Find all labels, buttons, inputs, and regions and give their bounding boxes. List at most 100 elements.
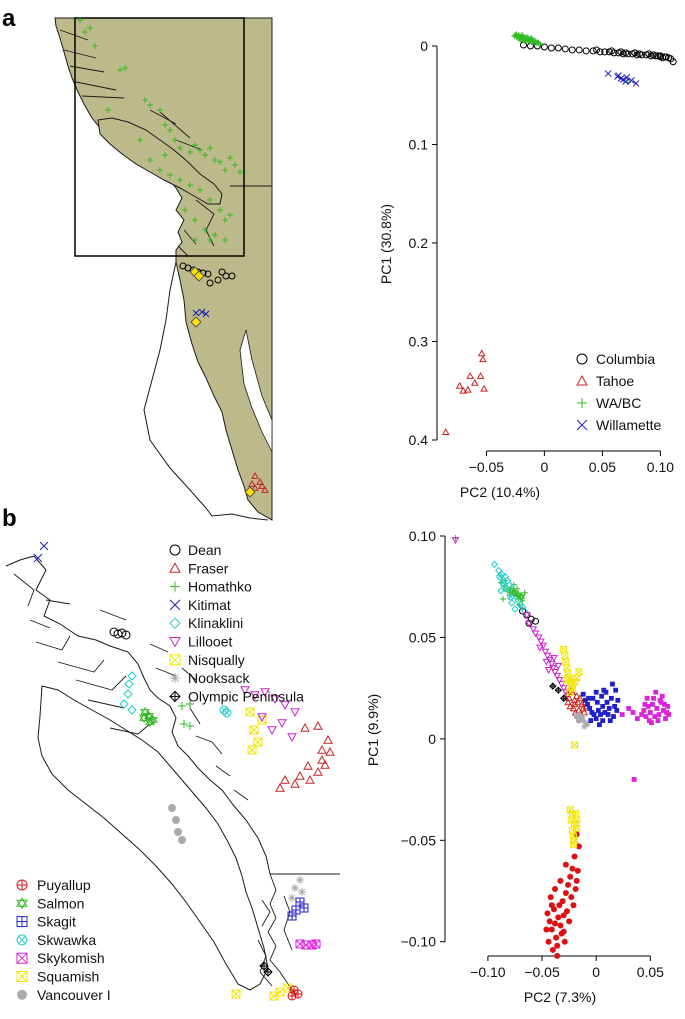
map-b-site-fraser xyxy=(325,746,335,756)
scatter-b-point-skykomish xyxy=(650,701,655,707)
map-a-site-willamette xyxy=(198,308,206,316)
scatter-a-legend-label-columbia: Columbia xyxy=(596,351,655,367)
scatter-a-point-columbia xyxy=(596,48,604,56)
map-b-site-fraser xyxy=(275,782,285,792)
scatter-b: 0.10 0.05 0 −0.05 −0.10 −0.10 −0.05 0 0.05 PC2 (… xyxy=(365,528,672,1005)
scatter-a-y-label: PC1 (30.8%) xyxy=(378,204,394,284)
scatter-b-point-skykomish xyxy=(666,712,672,717)
map-a-site-tahoe xyxy=(248,479,256,487)
scatter-a-legend-symbol-tahoe xyxy=(576,374,588,386)
map-a-site-wa-bc xyxy=(212,232,218,238)
scatter-a-y-tick-label: 0.4 xyxy=(409,432,429,448)
scatter-b-point-olympic-peninsula xyxy=(554,686,562,694)
map-a-site-wa-bc xyxy=(77,17,83,23)
map-b-legend-label-skagit: Skagit xyxy=(37,914,76,930)
map-a-site-wa-bc xyxy=(162,152,168,158)
scatter-a-point-tahoe xyxy=(463,385,472,393)
scatter-b-point-puyallup xyxy=(549,946,556,953)
map-a-site-columbia xyxy=(214,276,222,284)
scatter-b-point-skykomish xyxy=(642,701,648,707)
scatter-b-y-tick-label: 0.10 xyxy=(409,528,436,544)
map-b-legend-top: Dean Fraser Homathko Kitimat Klinaklini Lillo… xyxy=(169,542,304,704)
scatter-b-point-skagit xyxy=(593,716,599,721)
scatter-b-point-lillooet xyxy=(545,656,554,664)
scatter-b-point-lillooet xyxy=(541,648,550,656)
scatter-a-point-wa-bc xyxy=(536,41,543,48)
map-b-site-nooksack xyxy=(296,876,304,884)
map-a-site-wa-bc xyxy=(227,155,233,161)
scatter-b-point-skagit xyxy=(595,708,601,713)
scatter-b-y-tick-label: −0.10 xyxy=(401,934,437,950)
map-b-legend-label-klinaklini: Klinaklini xyxy=(188,615,243,631)
scatter-b-point-lillooet xyxy=(547,660,556,668)
map-a-site-wa-bc xyxy=(217,207,223,213)
scatter-b-point-puyallup xyxy=(543,926,550,933)
map-b-site-lillooet xyxy=(270,695,280,705)
scatter-a: 00.10.20.30.4−0.05 0 0.05 0.10 PC2 (10.4%) … xyxy=(378,31,677,500)
map-b: Dean Fraser Homathko Kitimat Klinaklini Lillo… xyxy=(5,541,340,1003)
scatter-b-point-lillooet xyxy=(534,634,543,642)
map-a-site-wa-bc xyxy=(177,145,183,151)
map-a-site-wa-bc xyxy=(222,167,228,173)
map-a-site-wa-bc xyxy=(167,172,173,178)
map-a-land xyxy=(54,17,273,521)
map-b-site-klinaklini xyxy=(124,679,134,689)
scatter-a-y-tick-label: 0.3 xyxy=(409,334,429,350)
map-b-legend-bottom: Puyallup Salmon Skagit Skwawka Skykomish Squa… xyxy=(16,877,111,1003)
scatter-b-point-skagit xyxy=(585,701,590,707)
map-a-site-wa-bc xyxy=(192,237,198,243)
scatter-b-x-tick-label: −0.05 xyxy=(524,964,560,980)
scatter-a-points xyxy=(441,31,677,436)
scatter-b-point-lillooet xyxy=(544,666,553,674)
scatter-b-point-skagit xyxy=(614,708,620,713)
map-b-legend-symbol-skwawka xyxy=(16,934,28,946)
scatter-b-point-puyallup xyxy=(572,885,579,892)
scatter-b-point-puyallup xyxy=(554,942,561,949)
scatter-b-point-squamish xyxy=(571,820,579,828)
scatter-b-point-skykomish xyxy=(665,704,671,709)
scatter-b-point-squamish xyxy=(573,816,581,824)
scatter-a-x-tick-label: 0.10 xyxy=(647,459,674,475)
scatter-b-ticks: 0.10 0.05 0 −0.05 −0.10 −0.10 −0.05 0 0.05 xyxy=(401,528,665,980)
scatter-a-point-columbia xyxy=(645,50,653,58)
map-b-legend-label-fraser: Fraser xyxy=(188,560,229,576)
scatter-a-point-columbia xyxy=(622,49,630,57)
map-a-site-wa-bc xyxy=(222,217,228,223)
map-b-site-skykomish xyxy=(311,939,321,949)
scatter-b-point-puyallup xyxy=(567,873,574,880)
scatter-b-point-klinaklini xyxy=(508,599,516,607)
scatter-a-ticks: 0 0.1 0.2 0.3 0.4 −0.05 0 0.05 0.10 xyxy=(409,38,675,475)
scatter-a-point-tahoe xyxy=(480,384,488,392)
scatter-a-point-columbia xyxy=(554,44,562,52)
scatter-b-point-squamish xyxy=(575,668,583,676)
map-a-site-sample xyxy=(190,316,202,328)
map-a-site-wa-bc xyxy=(232,162,238,168)
scatter-b-point-lillooet xyxy=(536,644,544,652)
map-a-site-willamette xyxy=(202,310,210,318)
scatter-b-point-puyallup xyxy=(561,938,568,945)
scatter-b-point-skykomish xyxy=(655,718,661,723)
scatter-a-point-willamette xyxy=(623,74,631,81)
scatter-b-point-dean xyxy=(519,607,527,615)
scatter-b-point-olympic-peninsula xyxy=(549,682,557,690)
scatter-b-point-skykomish xyxy=(662,701,667,707)
map-a-site-wa-bc xyxy=(117,67,123,73)
map-b-site-fraser xyxy=(317,744,327,754)
scatter-b-point-nisqually xyxy=(563,664,571,672)
scatter-b-point-olympic-peninsula xyxy=(560,694,568,702)
map-b-site-lillooet xyxy=(267,726,277,736)
scatter-b-point-lillooet xyxy=(529,626,538,634)
map-b-site-nisqually xyxy=(231,989,241,999)
map-b-site-salmon xyxy=(139,713,149,723)
map-b-site-puyallup xyxy=(287,991,297,1001)
scatter-b-point-lillooet xyxy=(555,677,564,685)
scatter-b-point-lillooet xyxy=(523,612,531,620)
map-b-legend-symbol-puyallup xyxy=(16,879,28,891)
map-a-site-wa-bc xyxy=(207,237,213,243)
map-b-site-skwawka xyxy=(222,708,232,718)
scatter-b-x-label: PC2 (7.3%) xyxy=(524,989,596,1005)
map-b-site-lillooet xyxy=(277,719,287,729)
map-a-site-wa-bc xyxy=(217,159,223,165)
scatter-a-point-wa-bc xyxy=(530,40,537,47)
map-a-site-wa-bc xyxy=(227,212,233,218)
